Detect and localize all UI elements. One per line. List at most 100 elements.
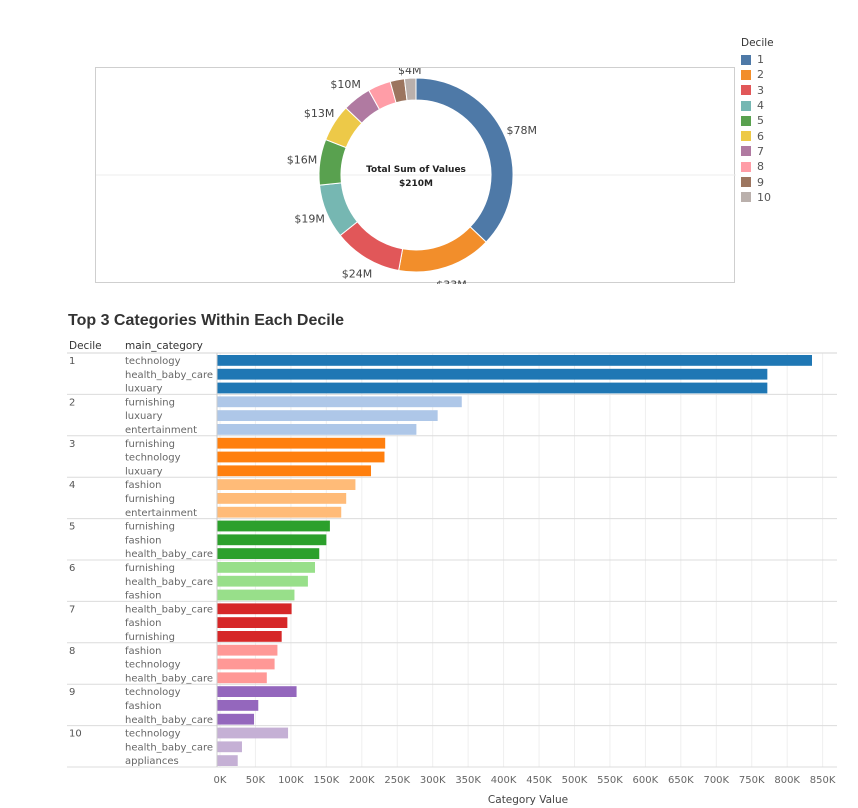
legend-swatch <box>741 161 751 172</box>
legend-item-4[interactable]: 4 <box>741 98 774 113</box>
x-tick-label: 500K <box>562 775 588 786</box>
category-label: fashion <box>125 535 161 546</box>
legend-item-3[interactable]: 3 <box>741 83 774 98</box>
x-tick-label: 200K <box>349 775 375 786</box>
bar-9-health_baby_care[interactable] <box>217 713 255 725</box>
bar-1-luxuary[interactable] <box>217 382 768 394</box>
bar-2-entertainment[interactable] <box>217 424 417 435</box>
category-label: luxuary <box>125 466 163 477</box>
x-tick-label: 250K <box>384 775 410 786</box>
legend-swatch <box>741 192 751 203</box>
x-tick-label: 400K <box>491 775 517 786</box>
category-label: entertainment <box>125 425 197 436</box>
bar-1-health_baby_care[interactable] <box>217 368 768 380</box>
bar-3-luxuary[interactable] <box>217 465 372 477</box>
category-label: health_baby_care <box>125 715 213 726</box>
legend-item-8[interactable]: 8 <box>741 159 774 174</box>
x-tick-label: 550K <box>597 775 623 786</box>
x-tick-label: 650K <box>668 775 694 786</box>
bar-4-furnishing[interactable] <box>217 493 347 504</box>
legend-swatch <box>741 100 751 111</box>
bar-8-health_baby_care[interactable] <box>217 672 267 684</box>
legend-item-7[interactable]: 7 <box>741 144 774 159</box>
decile-label-8: 8 <box>69 646 75 657</box>
decile-label-7: 7 <box>69 604 75 615</box>
legend-title: Decile <box>741 37 774 49</box>
decile-label-4: 4 <box>69 480 75 491</box>
bar-9-technology[interactable] <box>217 686 297 697</box>
decile-label-10: 10 <box>69 729 82 740</box>
legend-label: 5 <box>757 114 764 128</box>
bar-4-entertainment[interactable] <box>217 506 342 518</box>
legend-label: 4 <box>757 99 764 113</box>
bar-7-health_baby_care[interactable] <box>217 603 292 615</box>
bar-9-fashion[interactable] <box>217 700 259 711</box>
x-tick-label: 800K <box>774 775 800 786</box>
x-tick-label: 300K <box>420 775 446 786</box>
x-tick-label: 0K <box>214 775 227 786</box>
bar-2-furnishing[interactable] <box>217 396 462 408</box>
bar-1-technology[interactable] <box>217 355 812 366</box>
legend-item-1[interactable]: 1 <box>741 52 774 67</box>
bar-7-furnishing[interactable] <box>217 631 282 642</box>
legend-label: 10 <box>757 190 771 204</box>
x-tick-label: 700K <box>703 775 729 786</box>
category-label: technology <box>125 660 181 671</box>
bar-8-fashion[interactable] <box>217 644 278 656</box>
bar-4-fashion[interactable] <box>217 479 356 490</box>
category-label: health_baby_care <box>125 673 213 684</box>
category-label: furnishing <box>125 522 175 533</box>
column-header-decile: Decile <box>69 340 102 352</box>
category-label: health_baby_care <box>125 549 213 560</box>
decile-label-3: 3 <box>69 439 75 450</box>
donut-label-4: $19M <box>294 213 325 226</box>
category-label: health_baby_care <box>125 577 213 588</box>
bar-5-furnishing[interactable] <box>217 520 330 532</box>
category-label: fashion <box>125 480 161 491</box>
bar-5-health_baby_care[interactable] <box>217 548 320 559</box>
donut-chart-frame: $78M $33M $24M $19M $16M $13M $10M $4M Total Sum… <box>95 67 736 284</box>
legend-item-6[interactable]: 6 <box>741 128 774 143</box>
bar-3-technology[interactable] <box>217 451 385 463</box>
donut-center-label: Total Sum of Values <box>366 165 466 175</box>
bar-10-health_baby_care[interactable] <box>217 741 242 753</box>
legend-item-5[interactable]: 5 <box>741 113 774 128</box>
bar-8-technology[interactable] <box>217 658 275 670</box>
bar-6-health_baby_care[interactable] <box>217 575 308 587</box>
category-label: technology <box>125 356 181 367</box>
donut-slice-10[interactable] <box>403 77 417 102</box>
legend-swatch <box>741 115 751 126</box>
bar-6-fashion[interactable] <box>217 589 295 601</box>
bar-3-furnishing[interactable] <box>217 437 386 449</box>
category-label: health_baby_care <box>125 370 213 381</box>
decile-label-9: 9 <box>69 687 75 698</box>
decile-label-5: 5 <box>69 522 75 533</box>
bar-5-fashion[interactable] <box>217 534 327 546</box>
x-tick-label: 750K <box>739 775 765 786</box>
bar-2-luxuary[interactable] <box>217 410 438 421</box>
category-label: fashion <box>125 591 161 602</box>
category-label: entertainment <box>125 508 197 519</box>
category-label: technology <box>125 687 181 698</box>
legend-item-2[interactable]: 2 <box>741 67 774 82</box>
category-label: luxuary <box>125 411 163 422</box>
bar-7-fashion[interactable] <box>217 617 288 628</box>
legend-item-9[interactable]: 9 <box>741 174 774 189</box>
category-label: fashion <box>125 618 161 629</box>
bar-chart-title: Top 3 Categories Within Each Decile <box>68 312 345 329</box>
bar-10-appliances[interactable] <box>217 755 238 766</box>
legend-swatch <box>741 69 751 80</box>
category-label: appliances <box>125 756 179 767</box>
category-label: health_baby_care <box>125 742 213 753</box>
decile-label-1: 1 <box>69 356 75 367</box>
bar-6-furnishing[interactable] <box>217 562 316 573</box>
legend-item-10[interactable]: 10 <box>741 190 774 205</box>
x-tick-label: 350K <box>455 775 481 786</box>
category-label: furnishing <box>125 632 175 643</box>
bar-10-technology[interactable] <box>217 727 289 739</box>
legend-label: 7 <box>757 144 764 158</box>
x-tick-label: 450K <box>526 775 552 786</box>
x-tick-label: 100K <box>278 775 304 786</box>
legend-swatch <box>741 131 751 142</box>
